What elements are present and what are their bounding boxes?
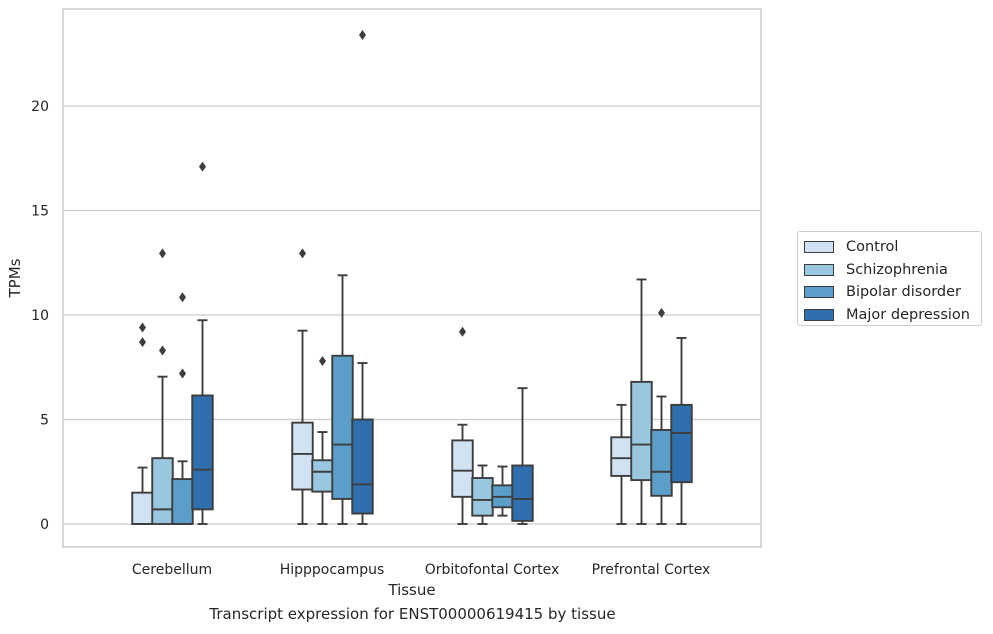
y-axis-label: TPMs [6,258,24,298]
y-tick-label: 20 [31,99,49,115]
x-tick-label: Prefrontal Cortex [592,562,711,578]
plot-area-frame [62,8,762,548]
outlier-point [159,248,166,259]
box-3-3 [670,337,693,525]
legend-swatch [804,286,834,299]
box-1-3 [630,278,653,525]
box-iqr [331,354,354,500]
legend-swatch [804,241,834,254]
box-3-2 [511,387,534,525]
outlier-point [159,345,166,356]
x-axis-ticks: Cerebellum Hipppocampus Orbitofontal Corte… [132,562,710,578]
y-tick-label: 5 [40,413,49,429]
x-axis-label: Tissue [387,581,435,599]
box-iqr [351,418,374,515]
box-2-1 [331,274,354,525]
y-axis-ticks: 0 5 10 15 20 [31,99,49,533]
legend-label: Control [846,239,899,256]
box-1-1 [311,355,334,525]
box-iqr [451,439,474,498]
box-iqr [511,464,534,522]
legend-label: Bipolar disorder [846,284,961,301]
legend-item: Major depression [804,304,981,327]
box-iqr [610,436,633,477]
y-tick-label: 0 [40,517,49,533]
outlier-point [658,307,665,318]
box-2-3 [650,307,673,525]
legend-swatch [804,263,834,276]
box-3-0 [191,161,214,525]
legend: Control Schizophrenia Bipolar disorder Majo… [797,231,982,326]
legend-item: Control [804,236,981,259]
box-0-0 [131,322,154,525]
outlier-point [139,322,146,333]
box-iqr [311,459,334,493]
x-tick-label: Cerebellum [132,562,212,578]
box-3-1 [351,29,374,525]
box-iqr [151,457,174,525]
box-1-2 [471,464,494,525]
legend-item: Schizophrenia [804,259,981,282]
legend-swatch [804,308,834,321]
box-iqr [191,394,214,511]
box-iqr [291,421,314,491]
x-tick-label: Hipppocampus [280,562,385,578]
box-2-0 [171,292,194,525]
legend-item: Bipolar disorder [804,281,981,304]
chart-caption: Transcript expression for ENST0000061941… [209,605,616,623]
box-iqr [630,380,653,482]
box-iqr [650,429,673,497]
y-tick-label: 15 [31,204,49,220]
y-tick-label: 10 [31,308,49,324]
outlier-point [299,248,306,259]
outlier-point [199,161,206,172]
outlier-point [139,337,146,348]
outlier-point [179,368,186,379]
box-0-3 [610,403,633,525]
box-0-2 [451,326,474,525]
box-iqr [131,491,154,525]
box-2-2 [491,465,514,517]
box-1-0 [151,248,174,525]
outlier-point [179,292,186,303]
box-iqr [670,403,693,484]
outlier-point [459,326,466,337]
outlier-point [359,29,366,40]
legend-label: Major depression [846,306,970,323]
box-0-1 [291,248,314,525]
boxes [131,29,693,525]
box-iqr [471,477,494,517]
outlier-point [319,355,326,366]
box-iqr [171,478,194,525]
legend-label: Schizophrenia [846,261,948,278]
x-tick-label: Orbitofontal Cortex [425,562,560,578]
